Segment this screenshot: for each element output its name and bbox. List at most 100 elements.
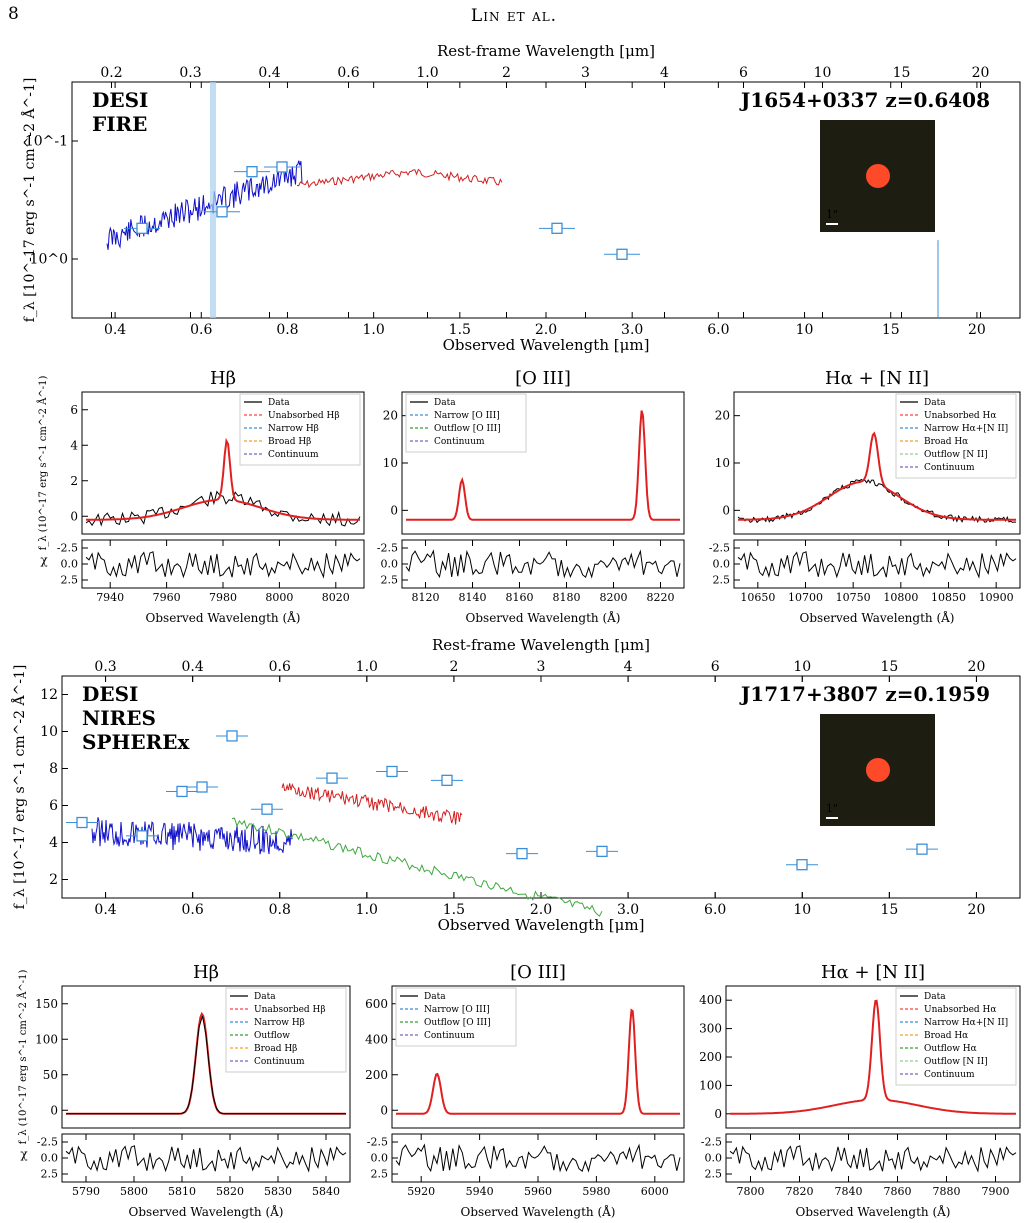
sed-j1654-y-axis-title: f_λ [10^-17 erg s^-1 cm^-2 Å^-1]: [20, 78, 38, 323]
panel2-oiii-x-axis-label: 6000: [641, 1185, 669, 1198]
sed-j1717-y-axis-label: 6: [49, 798, 58, 814]
sed-j1654-bottom-axis-label: 1.0: [363, 322, 385, 338]
sed-j1717-phot-point: [261, 803, 273, 815]
panel1-halpha-legend-entry: Data: [924, 398, 946, 408]
sed-j1717-phot-point: [226, 730, 238, 742]
sed-j1717-phot-point: [796, 859, 808, 871]
panel2-hbeta-x-axis-label: 5790: [72, 1185, 100, 1198]
panel2-halpha-x-axis-label: 7820: [786, 1185, 814, 1198]
panel2-hbeta-x-axis-label: 5810: [168, 1185, 196, 1198]
sed-j1717-top-axis-label: 0.4: [182, 659, 204, 675]
sed-j1654-top-axis-label: 20: [972, 65, 990, 81]
panel1-oiii-x-axis-label: 8140: [459, 591, 487, 604]
sed-j1717-bottom-axis-label: 10: [793, 902, 811, 918]
sed-j1654-top-axis-label: 0.6: [337, 65, 359, 81]
sed-j1654-top-axis-label: 15: [893, 65, 911, 81]
sed-j1717-top-axis-label: 1.0: [356, 659, 378, 675]
panel2-hbeta-legend-entry: Outflow: [254, 1031, 290, 1041]
panel2-hbeta-legend-entry: Broad Hβ: [254, 1044, 297, 1054]
sed-j1717-top-axis-label: 15: [880, 659, 898, 675]
panel1-hbeta-y-axis-label: 4: [70, 438, 78, 452]
sed-j1654-bottom-axis-label: 6.0: [707, 322, 729, 338]
panel1-hbeta-x-axis-label: 7960: [153, 591, 181, 604]
panel2-hbeta-residual: [65, 1145, 347, 1173]
panel1-halpha-x-axis-label: 10750: [836, 591, 871, 604]
panel1-hbeta-chi-axis-label: 2.5: [61, 574, 79, 587]
sed-j1717-phot-point: [386, 765, 398, 778]
sed-j1717-top-axis-label: 0.3: [94, 659, 116, 675]
panel1-halpha-legend-entry: Narrow Hα+[N II]: [924, 424, 1008, 434]
panel1-halpha-fit: [738, 431, 1016, 521]
sed-j1717-top-axis-label: 3: [537, 659, 546, 675]
panel1-oiii-legend-entry: Data: [434, 398, 456, 408]
panel2-hbeta-y-axis-label: 100: [35, 1032, 58, 1046]
panel2-oiii-title: [O III]: [510, 962, 566, 983]
panel2-halpha-legend-entry: Outflow Hα: [924, 1044, 977, 1054]
sed-j1717-legend-desi: DESI: [82, 682, 138, 706]
panel1-hbeta-x-axis-label: 7940: [96, 591, 124, 604]
panel1-oiii-x-axis-label: 8120: [412, 591, 440, 604]
sed-j1717-top-axis-label: 0.6: [269, 659, 291, 675]
panel1-oiii-title: [O III]: [515, 368, 571, 389]
sed-j1717-phot-point: [76, 816, 88, 829]
panel2-hbeta-legend-entry: Data: [254, 992, 276, 1002]
panel2-hbeta-chi-frame: [61, 1133, 351, 1183]
panel2-oiii-y-axis-label: 600: [365, 997, 388, 1011]
panel2-halpha-residual: [729, 1145, 1017, 1173]
panel2-halpha-y-axis-label: 100: [699, 1078, 722, 1092]
panel2-hbeta-title: Hβ: [193, 962, 219, 983]
panel2-oiii-chi-axis-label: -2.5: [367, 1136, 388, 1149]
panel1-hbeta-frame: [81, 391, 365, 535]
panel1-hbeta-title: Hβ: [210, 368, 236, 389]
sed-j1717-bottom-axis-label: 1.5: [443, 902, 465, 918]
panel2-hbeta-x-axis-label: 5840: [312, 1185, 340, 1198]
sed-j1717-bottom-axis-label: 0.6: [182, 902, 204, 918]
panel1-oiii-chi-axis-label: -2.5: [377, 542, 398, 555]
sed-j1654-phot-point: [616, 248, 628, 260]
panel1-halpha-x-axis-label: 10850: [931, 591, 966, 604]
sed-j1654-phot-point: [551, 222, 563, 234]
sed-j1654-phot-point: [136, 222, 148, 234]
panel1-halpha-x-axis-label: 10800: [883, 591, 918, 604]
panel2-oiii-y-axis-label: 400: [365, 1032, 388, 1046]
panel2-hbeta-legend-entry: Narrow Hβ: [254, 1018, 305, 1028]
panel2-oiii-residual: [395, 1143, 681, 1173]
panel1-oiii-residual: [405, 549, 681, 579]
panel1-halpha-x-axis-label: 10700: [788, 591, 823, 604]
panel1-halpha-x-axis-label: 10900: [979, 591, 1014, 604]
panel1-oiii-fit: [406, 410, 680, 521]
sed-j1654-bottom-axis-label: 0.8: [276, 322, 298, 338]
panel1-halpha-legend-entry: Unabsorbed Hα: [924, 411, 996, 421]
panel1-oiii-legend-entry: Continuum: [434, 437, 485, 447]
panel1-hbeta-chi-axis-label: 0.0: [61, 558, 79, 571]
panel2-hbeta-legend-entry: Continuum: [254, 1057, 305, 1067]
panel2-oiii-legend-entry: Narrow [O III]: [424, 1005, 490, 1015]
panel2-halpha-x-axis-label: 7880: [933, 1185, 961, 1198]
sed-j1654-scale-label: 1": [826, 208, 838, 221]
panel1-oiii-x-axis-label: 8180: [553, 591, 581, 604]
panel1-hbeta-y-axis-label: 0: [70, 509, 78, 523]
sed-j1654-top-axis-label: 1.0: [416, 65, 438, 81]
panel2-halpha-legend-entry: Outflow [N II]: [924, 1057, 988, 1067]
running-head: Lin et al.: [470, 6, 558, 26]
panel1-oiii-legend-entry: Narrow [O III]: [434, 411, 500, 421]
panel1-oiii-legend-entry: Outflow [O III]: [434, 424, 501, 434]
panel2-oiii-legend-entry: Continuum: [424, 1031, 475, 1041]
sed-j1654-phot-point: [276, 161, 288, 173]
sed-j1717-cutout-source: [866, 758, 890, 782]
sed-j1717-phot-point: [596, 845, 608, 858]
panel2-halpha-legend-box: [895, 987, 1017, 1086]
panel2-oiii-frame: [391, 985, 685, 1129]
sed-j1717-legend-nires: NIRES: [82, 706, 156, 730]
sed-j1654-bottom-axis-title: Observed Wavelength [μm]: [443, 336, 650, 354]
panel2-halpha-legend-entry: Broad Hα: [924, 1031, 968, 1041]
sed-j1654-top-axis-label: 4: [660, 65, 669, 81]
sed-j1654-y-axis-label: 10^-1: [25, 134, 68, 150]
sed-j1717-top-axis-title: Rest-frame Wavelength [μm]: [432, 636, 650, 654]
panel1-hbeta-legend-entry: Broad Hβ: [268, 437, 311, 447]
panel1-oiii-x-axis-label: 8160: [506, 591, 534, 604]
panel1-oiii-y-axis-label: 0: [390, 503, 398, 517]
panel2-oiii-x-axis-label: 5940: [466, 1185, 494, 1198]
sed-j1654-desi-spectrum: [106, 160, 303, 250]
sed-j1717-top-axis-label: 6: [711, 659, 720, 675]
